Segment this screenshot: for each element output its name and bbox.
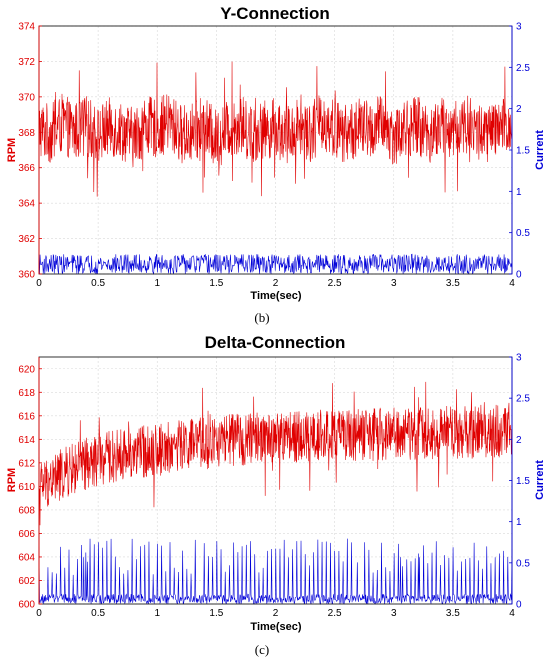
x-tick-label: 1 xyxy=(154,278,160,289)
series-line-rpm xyxy=(38,61,513,197)
panel-label: (c) xyxy=(255,642,269,657)
x-tick-label: 4 xyxy=(509,278,515,289)
x-tick-label: 3.5 xyxy=(446,608,460,619)
plot-area xyxy=(38,61,513,275)
y-right-tick-label: 3 xyxy=(516,353,522,364)
y-left-tick-label: 364 xyxy=(18,199,35,210)
x-tick-label: 1.5 xyxy=(209,278,223,289)
y-left-tick-label: 374 xyxy=(18,22,35,33)
ticks: 0 0.5 1 1.5 2 2.5 3 3.5 4 600 602 604 606 608 610 612 61… xyxy=(18,353,530,620)
y-right-tick-label: 0.5 xyxy=(516,228,530,239)
grid xyxy=(38,25,513,275)
y-right-tick-label: 1 xyxy=(516,187,522,198)
y-right-tick-label: 0 xyxy=(516,270,522,281)
x-tick-label: 2 xyxy=(273,278,279,289)
y-right-tick-label: 0 xyxy=(516,600,522,611)
y-right-tick-label: 1.5 xyxy=(516,476,530,487)
y-left-tick-label: 612 xyxy=(18,458,35,469)
x-tick-label: 4 xyxy=(509,608,515,619)
y-right-tick-label: 2 xyxy=(516,104,522,115)
y-left-tick-label: 362 xyxy=(18,234,35,245)
x-tick-label: 3 xyxy=(391,278,397,289)
series-line-current xyxy=(38,253,513,275)
y-left-tick-label: 620 xyxy=(18,364,35,375)
x-tick-label: 2 xyxy=(273,608,279,619)
x-tick-label: 3 xyxy=(391,608,397,619)
y-right-tick-label: 2.5 xyxy=(516,63,530,74)
y-right-tick-label: 3 xyxy=(516,22,522,33)
panel-label: (b) xyxy=(254,310,269,325)
y-right-tick-label: 0.5 xyxy=(516,558,530,569)
x-tick-label: 2.5 xyxy=(328,608,342,619)
y-left-tick-label: 370 xyxy=(18,92,35,103)
y-right-tick-label: 2.5 xyxy=(516,394,530,405)
chart-panel-delta-connection: Delta-Connection 0 0.5 1 1.5 2 2.5 3 3.5 4 600 602… xyxy=(6,333,546,657)
x-axis-label: Time(sec) xyxy=(250,621,301,633)
y-left-tick-label: 360 xyxy=(18,270,35,281)
chart-panel-y-connection: Y-Connection 0 0.5 1 1.5 2 2.5 3 3.5 4 360 362 364 3… xyxy=(6,4,546,325)
x-axis-label: Time(sec) xyxy=(250,290,301,302)
x-tick-label: 0.5 xyxy=(91,608,105,619)
y-right-tick-label: 2 xyxy=(516,435,522,446)
y-left-tick-label: 614 xyxy=(18,435,35,446)
y-left-tick-label: 616 xyxy=(18,411,35,422)
series-line-current xyxy=(38,538,513,605)
y-right-tick-label: 1.5 xyxy=(516,146,530,157)
x-tick-label: 1 xyxy=(154,608,160,619)
y-right-axis-label: Current xyxy=(534,130,546,170)
x-tick-label: 1.5 xyxy=(209,608,223,619)
ticks: 0 0.5 1 1.5 2 2.5 3 3.5 4 360 362 364 366 368 370 372 37… xyxy=(18,22,530,290)
y-left-axis-label: RPM xyxy=(6,138,18,162)
x-tick-label: 3.5 xyxy=(446,278,460,289)
y-right-tick-label: 1 xyxy=(516,517,522,528)
chart-title: Delta-Connection xyxy=(205,333,346,352)
y-left-tick-label: 602 xyxy=(18,576,35,587)
plot-area xyxy=(38,381,513,605)
y-left-tick-label: 606 xyxy=(18,529,35,540)
y-right-axis-label: Current xyxy=(534,460,546,500)
y-left-tick-label: 618 xyxy=(18,388,35,399)
y-left-tick-label: 604 xyxy=(18,552,35,563)
x-tick-label: 0 xyxy=(36,278,42,289)
series-line-rpm xyxy=(38,381,513,526)
y-left-tick-label: 366 xyxy=(18,163,35,174)
y-left-tick-label: 600 xyxy=(18,600,35,611)
x-tick-label: 2.5 xyxy=(328,278,342,289)
y-left-tick-label: 610 xyxy=(18,482,35,493)
y-left-tick-label: 372 xyxy=(18,57,35,68)
y-left-tick-label: 608 xyxy=(18,505,35,516)
y-left-tick-label: 368 xyxy=(18,128,35,139)
x-tick-label: 0 xyxy=(36,608,42,619)
chart-title: Y-Connection xyxy=(220,4,330,23)
x-tick-label: 0.5 xyxy=(91,278,105,289)
y-left-axis-label: RPM xyxy=(6,468,18,492)
